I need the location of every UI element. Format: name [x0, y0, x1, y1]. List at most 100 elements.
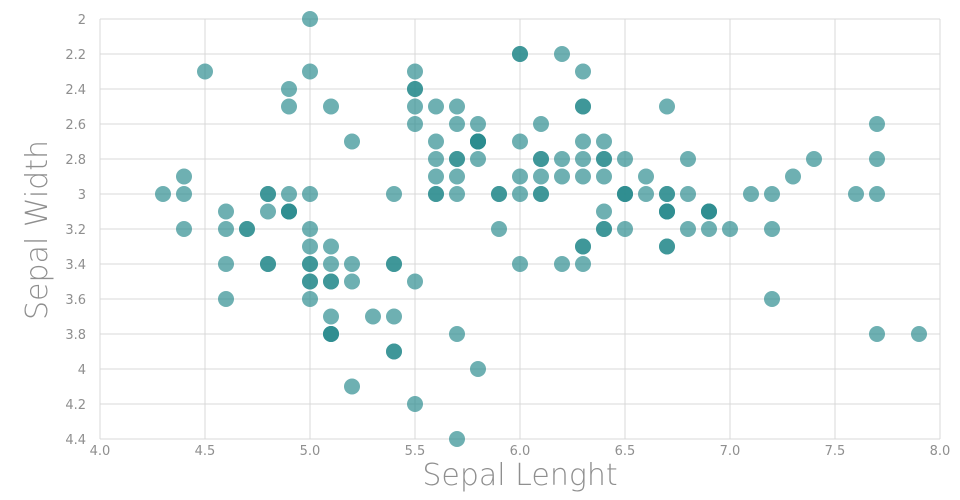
data-point	[533, 186, 549, 202]
data-point	[575, 168, 591, 185]
data-point	[596, 221, 612, 237]
y-tick-label: 3.4	[65, 258, 86, 273]
data-point	[722, 221, 738, 237]
data-point	[659, 186, 675, 202]
data-point	[386, 186, 402, 202]
data-point	[155, 186, 171, 202]
data-point	[449, 98, 465, 115]
y-tick-label: 2.2	[65, 48, 86, 63]
data-point	[407, 81, 423, 97]
data-point	[407, 116, 423, 132]
data-point	[764, 186, 780, 202]
data-points	[155, 11, 927, 447]
data-point	[491, 186, 507, 202]
data-point	[869, 186, 885, 202]
data-point	[449, 326, 465, 342]
data-point	[680, 221, 696, 237]
data-point	[302, 291, 318, 307]
data-point	[533, 168, 549, 185]
data-point	[512, 46, 528, 62]
data-point	[575, 151, 591, 167]
y-tick-label: 3.8	[65, 328, 86, 343]
data-point	[218, 221, 234, 237]
data-point	[491, 221, 507, 237]
data-point	[470, 151, 486, 167]
data-point	[554, 46, 570, 62]
data-point	[302, 273, 318, 290]
data-point	[554, 168, 570, 185]
data-point	[323, 238, 339, 255]
x-tick-label: 7.0	[720, 444, 741, 459]
y-tick-label: 3.2	[65, 223, 86, 238]
data-point	[260, 186, 276, 202]
x-tick-label: 4.5	[195, 444, 216, 459]
data-point	[575, 133, 591, 150]
data-point	[617, 221, 633, 237]
data-point	[302, 221, 318, 237]
data-point	[449, 431, 465, 447]
x-tick-label: 4.0	[90, 444, 111, 459]
data-point	[596, 203, 612, 220]
data-point	[323, 308, 339, 325]
y-tick-label: 3.6	[65, 293, 86, 308]
data-point	[428, 98, 444, 115]
data-point	[176, 221, 192, 237]
data-point	[218, 203, 234, 220]
data-point	[428, 168, 444, 185]
y-tick-label: 3	[78, 188, 86, 203]
data-point	[764, 291, 780, 307]
data-point	[344, 256, 360, 272]
data-point	[659, 238, 675, 255]
data-point	[302, 186, 318, 202]
data-point	[407, 273, 423, 290]
data-point	[575, 98, 591, 115]
data-point	[869, 151, 885, 167]
data-point	[596, 133, 612, 150]
data-point	[869, 116, 885, 132]
data-point	[449, 186, 465, 202]
data-point	[344, 273, 360, 290]
data-point	[386, 343, 402, 360]
x-tick-label: 7.5	[825, 444, 846, 459]
y-tick-label: 2	[78, 13, 86, 28]
y-tick-label: 4.2	[65, 398, 86, 413]
data-point	[596, 151, 612, 167]
data-point	[575, 238, 591, 255]
data-point	[302, 63, 318, 80]
data-point	[323, 98, 339, 115]
data-point	[428, 133, 444, 150]
data-point	[470, 361, 486, 377]
data-point	[701, 203, 717, 220]
data-point	[281, 203, 297, 220]
data-point	[197, 63, 213, 80]
data-point	[344, 133, 360, 150]
data-point	[764, 221, 780, 237]
data-point	[281, 81, 297, 97]
data-point	[302, 11, 318, 27]
grid	[99, 18, 941, 440]
data-point	[386, 308, 402, 325]
data-point	[512, 168, 528, 185]
data-point	[176, 186, 192, 202]
data-point	[176, 168, 192, 185]
data-point	[911, 326, 927, 342]
data-point	[680, 186, 696, 202]
data-point	[596, 168, 612, 185]
y-axis-ticks: 2 2.2 2.4 2.6 2.8 3 3.2 3.4 3.6 3.8 4 4.2 4.4	[65, 13, 86, 448]
data-point	[449, 151, 465, 167]
data-point	[470, 133, 486, 150]
x-tick-label: 6.5	[615, 444, 636, 459]
x-axis-title: Sepal Lenght	[422, 458, 617, 493]
y-tick-label: 2.4	[65, 83, 86, 98]
data-point	[638, 186, 654, 202]
x-axis-ticks: 4.0 4.5 5.0 5.5 6.0 6.5 7.0 7.5 8.0	[90, 444, 951, 459]
data-point	[554, 151, 570, 167]
data-point	[848, 186, 864, 202]
data-point	[785, 168, 801, 185]
data-point	[323, 256, 339, 272]
data-point	[302, 256, 318, 272]
data-point	[449, 168, 465, 185]
data-point	[239, 221, 255, 237]
data-point	[659, 203, 675, 220]
